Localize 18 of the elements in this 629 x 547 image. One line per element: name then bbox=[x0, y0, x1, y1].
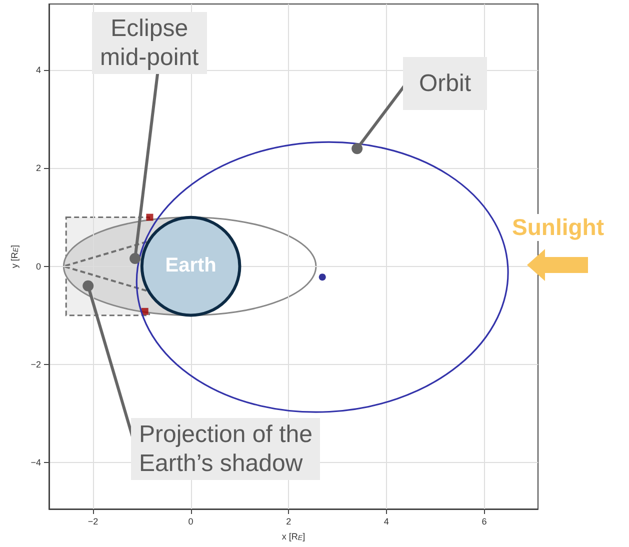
annotation: Sunlight bbox=[510, 214, 606, 241]
annotation: Earth bbox=[165, 254, 216, 278]
x-tick-label: 6 bbox=[482, 516, 487, 526]
y-tick-label: 4 bbox=[36, 65, 41, 76]
x-tick-label: −2 bbox=[88, 516, 98, 526]
annotation: Projection of the Earth’s shadow bbox=[131, 418, 320, 480]
annotation: Eclipse mid-point bbox=[92, 12, 207, 74]
x-tick-label: 0 bbox=[188, 516, 194, 526]
point bbox=[318, 274, 326, 281]
x-tick-label: 4 bbox=[384, 516, 389, 526]
annotation: Orbit bbox=[403, 57, 488, 110]
point bbox=[141, 308, 148, 315]
y-tick-label: −4 bbox=[30, 457, 41, 468]
y-tick-label: 0 bbox=[36, 261, 41, 272]
x-tick-label: 2 bbox=[286, 516, 292, 526]
point bbox=[146, 214, 154, 221]
y-tick-label: 2 bbox=[36, 163, 41, 174]
y-tick-label: −2 bbox=[30, 359, 41, 370]
